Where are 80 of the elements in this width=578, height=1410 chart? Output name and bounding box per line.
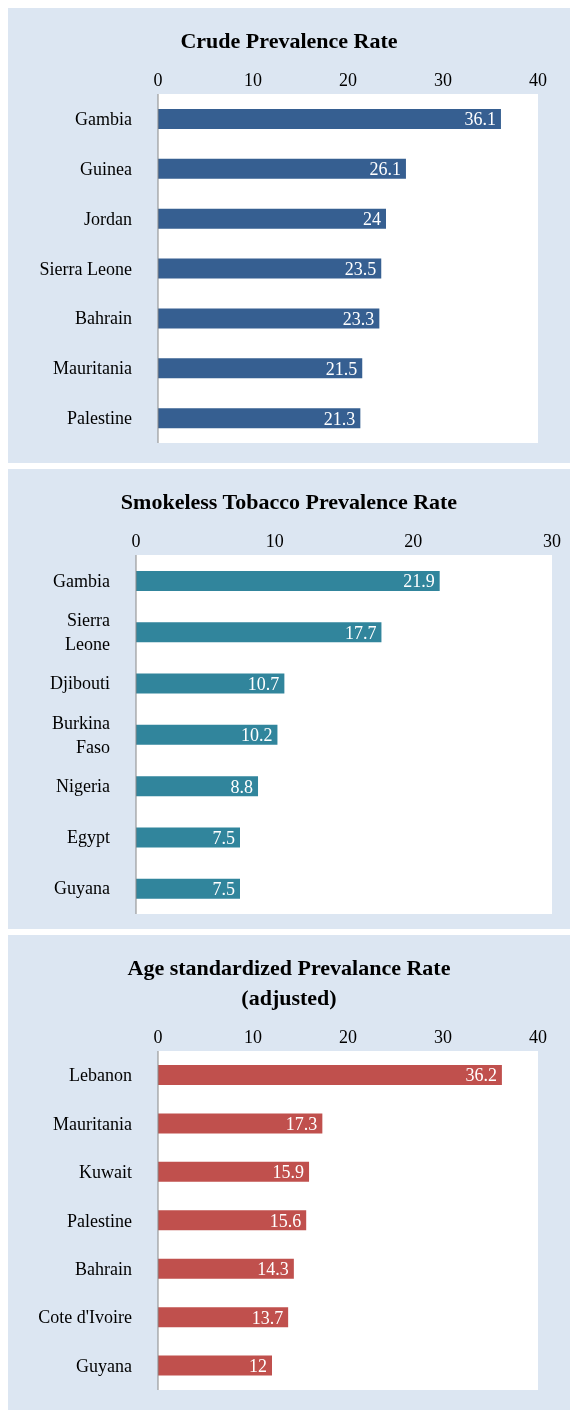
- y-tick-label: Jordan: [84, 208, 132, 229]
- data-label: 12: [249, 1355, 267, 1376]
- y-tick-label: Nigeria: [56, 775, 110, 796]
- data-label: 23.3: [342, 308, 375, 329]
- x-tick-label: 0: [153, 1027, 163, 1047]
- x-tick-label: 40: [529, 1027, 547, 1047]
- bar: [158, 1210, 307, 1231]
- x-tick-label: 0: [153, 70, 163, 90]
- data-label: 10.7: [247, 673, 280, 694]
- y-tick-label: Egypt: [67, 827, 110, 848]
- chart-title: Crude Prevalence Rate: [179, 27, 399, 55]
- y-tick-label: Kuwait: [79, 1162, 132, 1183]
- bar: [158, 1161, 310, 1182]
- bar: [158, 358, 363, 379]
- bar: [158, 1065, 502, 1085]
- data-label: 21.9: [403, 571, 435, 592]
- bar: [158, 308, 380, 329]
- y-tick-label: Palestine: [67, 1210, 132, 1231]
- x-tick-label: 20: [339, 1027, 357, 1047]
- y-tick-label: Guinea: [80, 158, 132, 179]
- bar: [136, 878, 240, 899]
- bar: [158, 1355, 272, 1376]
- bar: [158, 1258, 294, 1279]
- data-label: 8.8: [230, 776, 254, 797]
- y-tick-label: Gambia: [75, 108, 133, 129]
- data-label: 24: [363, 209, 381, 230]
- x-tick-label: 10: [265, 531, 284, 551]
- chart-title: Age standardized Prevalance Rate (adjusted): [126, 954, 452, 1012]
- y-tick-label: Mauritania: [53, 358, 132, 379]
- y-tick-label: Lebanon: [69, 1065, 132, 1086]
- y-tick-label: Cote d'Ivoire: [38, 1307, 133, 1328]
- y-tick-label: Bahrain: [75, 1258, 132, 1279]
- y-tick-label: Gambia: [53, 570, 111, 591]
- chart-title: Smokeless Tobacco Prevalence Rate: [119, 488, 459, 516]
- y-tick-label: Bahrain: [75, 308, 132, 329]
- y-tick-label: Mauritania: [53, 1113, 132, 1134]
- bar: [136, 571, 440, 591]
- bar: [158, 1113, 323, 1134]
- data-label: 10.2: [240, 725, 273, 746]
- x-tick-label: 30: [543, 531, 561, 551]
- x-tick-label: 0: [131, 531, 141, 551]
- x-tick-label: 10: [244, 1027, 262, 1047]
- data-label: 21.3: [323, 408, 356, 429]
- bar: [158, 408, 361, 429]
- x-tick-label: 20: [339, 70, 357, 90]
- x-tick-label: 10: [244, 70, 262, 90]
- data-label: 23.5: [344, 258, 377, 279]
- x-tick-label: 30: [434, 70, 452, 90]
- y-tick-label: Sierra Leone: [65, 609, 110, 654]
- data-label: 17.7: [344, 622, 377, 643]
- y-tick-label: Guyana: [54, 878, 110, 899]
- bar: [158, 258, 382, 279]
- y-tick-label: Guyana: [76, 1355, 132, 1376]
- bar: [158, 109, 501, 129]
- bar: [136, 827, 240, 848]
- data-label: 13.7: [251, 1307, 284, 1328]
- data-label: 36.1: [464, 109, 496, 130]
- data-label: 14.3: [257, 1259, 289, 1280]
- data-label: 21.5: [325, 358, 358, 379]
- data-label: 7.5: [212, 879, 235, 900]
- bar: [158, 208, 386, 229]
- y-tick-label: Palestine: [67, 408, 132, 429]
- x-tick-label: 40: [529, 70, 547, 90]
- data-label: 36.2: [465, 1065, 497, 1086]
- bar: [136, 776, 259, 797]
- data-label: 15.6: [269, 1210, 302, 1231]
- y-tick-label: Djibouti: [49, 673, 110, 694]
- x-tick-label: 20: [404, 531, 423, 551]
- y-tick-label: Burkina Faso: [52, 712, 110, 757]
- bar: [158, 158, 406, 179]
- data-label: 26.1: [369, 159, 401, 180]
- bar: [136, 622, 382, 643]
- bar: [136, 673, 285, 694]
- bar: [136, 724, 278, 745]
- y-tick-label: Sierra Leone: [39, 258, 133, 279]
- data-label: 17.3: [285, 1113, 318, 1134]
- bar: [158, 1307, 289, 1328]
- x-tick-label: 30: [434, 1027, 452, 1047]
- data-label: 15.9: [272, 1162, 305, 1183]
- data-label: 7.5: [212, 827, 235, 848]
